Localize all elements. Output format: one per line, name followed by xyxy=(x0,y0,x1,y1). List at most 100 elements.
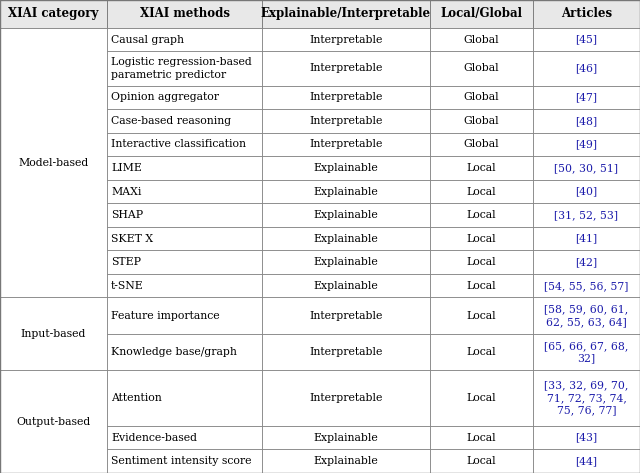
Text: Input-based: Input-based xyxy=(21,329,86,339)
Bar xyxy=(107,180,262,203)
Bar xyxy=(107,250,262,274)
Text: Explainable: Explainable xyxy=(314,210,378,220)
Bar xyxy=(533,227,640,250)
Text: Explainable: Explainable xyxy=(314,257,378,267)
Bar xyxy=(430,334,533,370)
Bar xyxy=(430,109,533,133)
Text: Global: Global xyxy=(464,116,499,126)
Text: [44]: [44] xyxy=(575,456,598,466)
Bar xyxy=(107,203,262,227)
Bar xyxy=(107,52,262,86)
Text: Explainable: Explainable xyxy=(314,456,378,466)
Text: Explainable: Explainable xyxy=(314,186,378,197)
Text: t-SNE: t-SNE xyxy=(111,281,144,291)
Bar xyxy=(262,203,430,227)
Bar xyxy=(107,227,262,250)
Text: [50, 30, 51]: [50, 30, 51] xyxy=(554,163,618,173)
Text: Explainable: Explainable xyxy=(314,163,378,173)
Text: Local: Local xyxy=(467,393,496,403)
Bar xyxy=(262,298,430,334)
Text: Local: Local xyxy=(467,311,496,321)
Text: Local: Local xyxy=(467,163,496,173)
Bar xyxy=(533,52,640,86)
Bar xyxy=(107,298,262,334)
Bar xyxy=(107,86,262,109)
Bar xyxy=(533,334,640,370)
Bar xyxy=(262,0,430,28)
Text: [42]: [42] xyxy=(575,257,598,267)
Bar xyxy=(0,370,107,473)
Bar xyxy=(430,156,533,180)
Bar xyxy=(533,28,640,52)
Text: [54, 55, 56, 57]: [54, 55, 56, 57] xyxy=(544,281,628,291)
Text: [31, 52, 53]: [31, 52, 53] xyxy=(554,210,618,220)
Text: [33, 32, 69, 70,
71, 72, 73, 74,
75, 76, 77]: [33, 32, 69, 70, 71, 72, 73, 74, 75, 76,… xyxy=(544,381,628,415)
Text: Explainable: Explainable xyxy=(314,234,378,244)
Bar xyxy=(107,274,262,298)
Bar xyxy=(107,426,262,449)
Bar xyxy=(107,370,262,426)
Text: XIAI category: XIAI category xyxy=(8,8,99,20)
Text: Local: Local xyxy=(467,281,496,291)
Bar xyxy=(533,133,640,156)
Bar xyxy=(533,298,640,334)
Bar xyxy=(430,28,533,52)
Bar xyxy=(0,28,107,298)
Text: [48]: [48] xyxy=(575,116,598,126)
Bar xyxy=(430,86,533,109)
Bar xyxy=(533,426,640,449)
Bar xyxy=(262,156,430,180)
Bar xyxy=(107,156,262,180)
Text: Explainable: Explainable xyxy=(314,433,378,443)
Text: STEP: STEP xyxy=(111,257,141,267)
Text: XIAI methods: XIAI methods xyxy=(140,8,230,20)
Bar xyxy=(262,28,430,52)
Text: [45]: [45] xyxy=(575,35,598,44)
Text: [46]: [46] xyxy=(575,63,598,73)
Bar xyxy=(430,426,533,449)
Bar xyxy=(430,203,533,227)
Bar xyxy=(430,298,533,334)
Text: Attention: Attention xyxy=(111,393,162,403)
Text: [43]: [43] xyxy=(575,433,598,443)
Text: [49]: [49] xyxy=(575,140,598,149)
Bar xyxy=(107,0,262,28)
Text: Interpretable: Interpretable xyxy=(309,35,383,44)
Text: Global: Global xyxy=(464,63,499,73)
Bar xyxy=(430,449,533,473)
Bar xyxy=(262,109,430,133)
Bar xyxy=(262,274,430,298)
Text: Interactive classification: Interactive classification xyxy=(111,140,246,149)
Text: Interpretable: Interpretable xyxy=(309,393,383,403)
Text: [40]: [40] xyxy=(575,186,598,197)
Text: Global: Global xyxy=(464,92,499,102)
Text: Interpretable: Interpretable xyxy=(309,311,383,321)
Text: Global: Global xyxy=(464,35,499,44)
Bar xyxy=(533,203,640,227)
Text: Opinion aggregator: Opinion aggregator xyxy=(111,92,219,102)
Bar xyxy=(107,449,262,473)
Bar xyxy=(107,109,262,133)
Bar xyxy=(262,227,430,250)
Bar xyxy=(262,370,430,426)
Bar xyxy=(262,86,430,109)
Text: Case-based reasoning: Case-based reasoning xyxy=(111,116,231,126)
Bar xyxy=(262,334,430,370)
Text: Sentiment intensity score: Sentiment intensity score xyxy=(111,456,252,466)
Text: Local: Local xyxy=(467,186,496,197)
Bar xyxy=(533,0,640,28)
Text: Model-based: Model-based xyxy=(19,158,88,167)
Text: Articles: Articles xyxy=(561,8,612,20)
Bar xyxy=(533,86,640,109)
Text: MAXi: MAXi xyxy=(111,186,141,197)
Bar xyxy=(533,449,640,473)
Bar xyxy=(262,449,430,473)
Bar xyxy=(107,133,262,156)
Text: [58, 59, 60, 61,
62, 55, 63, 64]: [58, 59, 60, 61, 62, 55, 63, 64] xyxy=(545,305,628,327)
Text: Global: Global xyxy=(464,140,499,149)
Text: Knowledge base/graph: Knowledge base/graph xyxy=(111,347,237,357)
Text: [41]: [41] xyxy=(575,234,598,244)
Text: Causal graph: Causal graph xyxy=(111,35,184,44)
Bar xyxy=(262,133,430,156)
Text: LIME: LIME xyxy=(111,163,142,173)
